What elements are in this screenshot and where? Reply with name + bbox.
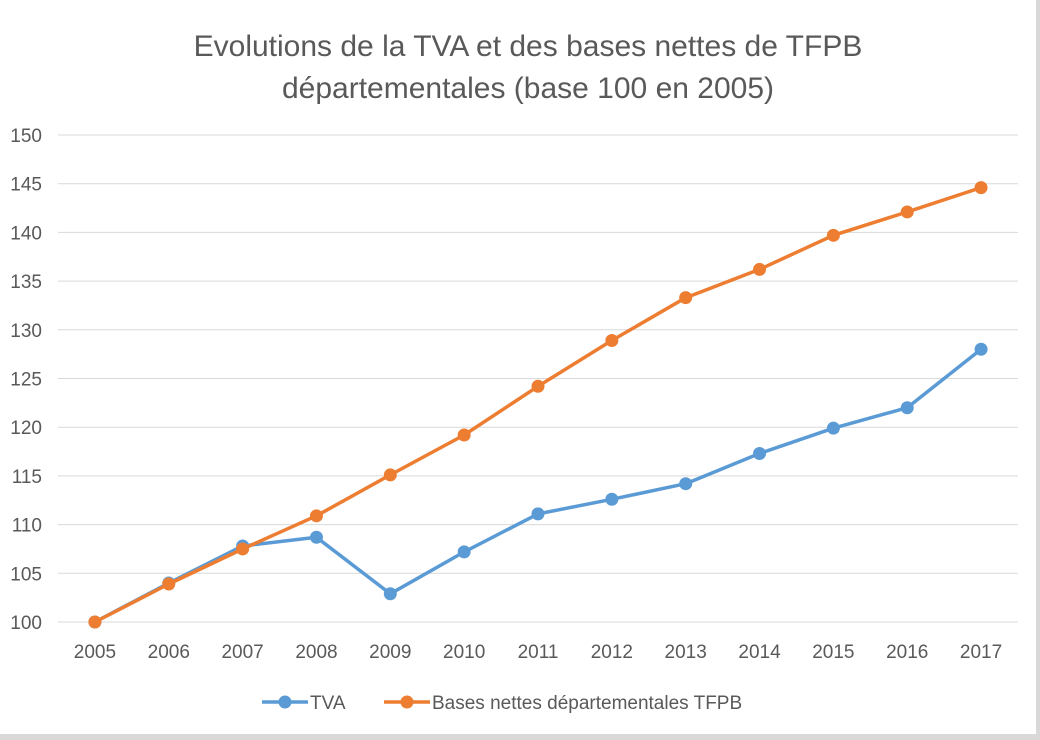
legend-swatch-marker <box>278 695 292 709</box>
series-bases-tfpb <box>88 181 988 629</box>
legend-item: Bases nettes départementales TFPB <box>384 693 742 714</box>
legend: TVA Bases nettes départementales TFPB <box>262 693 742 714</box>
data-point <box>383 587 397 601</box>
data-point <box>531 507 545 521</box>
x-tick-label: 2007 <box>221 642 263 663</box>
y-tick-label: 100 <box>10 613 42 634</box>
y-tick-label: 105 <box>10 564 42 585</box>
data-point <box>974 181 988 195</box>
x-axis-ticks: 2005 2006 2007 2008 2009 2010 2011 2012 2013 2014… <box>74 642 1002 663</box>
data-point <box>88 615 102 629</box>
data-point <box>679 291 693 305</box>
data-point <box>457 428 471 442</box>
legend-label: Bases nettes départementales TFPB <box>432 693 742 714</box>
x-tick-label: 2016 <box>886 642 928 663</box>
x-tick-label: 2005 <box>74 642 116 663</box>
y-axis-ticks: 100 105 110 115 120 125 130 135 140 145 150 <box>10 126 42 634</box>
data-point <box>900 205 914 219</box>
y-tick-label: 120 <box>10 418 42 439</box>
x-tick-label: 2006 <box>148 642 190 663</box>
x-tick-label: 2013 <box>665 642 707 663</box>
data-point <box>309 509 323 523</box>
data-point <box>605 334 619 348</box>
data-point <box>679 477 693 491</box>
x-tick-label: 2008 <box>295 642 337 663</box>
legend-label: TVA <box>310 693 346 714</box>
series-lines <box>88 181 988 629</box>
gridlines <box>58 134 1018 623</box>
y-tick-label: 125 <box>10 370 42 391</box>
x-tick-label: 2015 <box>812 642 854 663</box>
chart-title-line-1: Evolutions de la TVA et des bases nettes… <box>194 30 863 63</box>
y-tick-label: 150 <box>10 126 42 147</box>
chart-title: Evolutions de la TVA et des bases nettes… <box>194 30 863 105</box>
data-point <box>162 577 176 591</box>
legend-item: TVA <box>262 693 346 714</box>
x-tick-label: 2012 <box>591 642 633 663</box>
data-point <box>826 228 840 242</box>
x-tick-label: 2010 <box>443 642 485 663</box>
y-tick-label: 145 <box>10 175 42 196</box>
y-tick-label: 135 <box>10 272 42 293</box>
data-point <box>309 530 323 544</box>
y-tick-label: 130 <box>10 321 42 342</box>
x-tick-label: 2009 <box>369 642 411 663</box>
y-tick-label: 140 <box>10 223 42 244</box>
data-point <box>605 492 619 506</box>
chart-title-line-2: départementales (base 100 en 2005) <box>282 72 774 105</box>
data-point <box>826 421 840 435</box>
data-point <box>457 545 471 559</box>
data-point <box>383 468 397 482</box>
x-tick-label: 2011 <box>518 642 559 663</box>
y-tick-label: 110 <box>12 516 42 537</box>
x-tick-label: 2014 <box>738 642 781 663</box>
data-point <box>753 262 767 276</box>
data-point <box>531 379 545 393</box>
y-tick-label: 115 <box>12 467 42 488</box>
legend-swatch-marker <box>400 695 414 709</box>
series-line <box>93 185 983 624</box>
data-point <box>900 401 914 415</box>
data-point <box>236 542 250 556</box>
x-tick-label: 2017 <box>960 642 1002 663</box>
data-point <box>974 342 988 356</box>
data-point <box>753 446 767 460</box>
